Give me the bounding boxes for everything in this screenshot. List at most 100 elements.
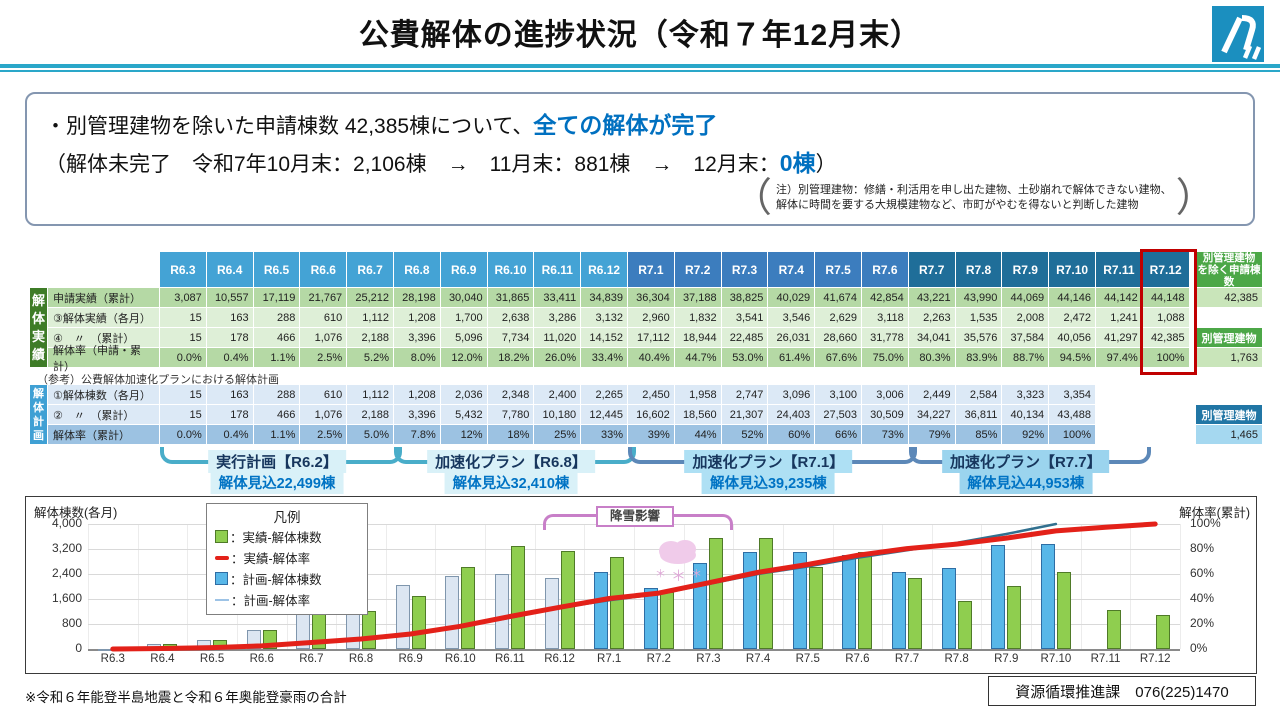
column-header-R6.5: R6.5	[253, 252, 300, 287]
table-cell: 288	[253, 308, 300, 327]
column-header-R6.8: R6.8	[394, 252, 440, 287]
bar-plan-R7.7	[892, 572, 906, 649]
plan-brace-sub-1: 解体見込32,410棟	[444, 471, 578, 494]
bar-actual-R6.11	[510, 546, 525, 649]
side-header-excluded-line2: を除く申請棟数	[1197, 263, 1261, 288]
x-axis-line	[88, 649, 1180, 651]
table-cell: 42,854	[862, 288, 908, 307]
table-cell: 3,118	[862, 308, 908, 327]
v-gridline	[782, 524, 784, 649]
table-cell: 17,119	[253, 288, 300, 307]
column-header-R7.7: R7.7	[908, 252, 955, 287]
table-cell: 41,674	[815, 288, 861, 307]
actual-section-char: 解	[31, 292, 45, 308]
table-cell: 61.4%	[768, 348, 815, 367]
column-header-R6.11: R6.11	[534, 252, 581, 287]
summary-box: ・別管理建物を除いた申請棟数 42,385棟について、全ての解体が完了 （解体未…	[25, 92, 1255, 226]
summary-line2-close: ）	[815, 153, 837, 176]
table-cell: 11,020	[534, 328, 581, 347]
column-header-R7.2: R7.2	[674, 252, 721, 287]
table-cell: 2,188	[347, 405, 393, 424]
table-cell: 30,509	[862, 405, 908, 424]
v-gridline	[882, 524, 884, 649]
x-tick-R7.6: R7.6	[845, 653, 870, 665]
right-axis-tick: 80%	[1190, 541, 1215, 555]
legend-item-label: ：計画-解体率	[231, 594, 311, 608]
table-cell: 3,132	[581, 308, 627, 327]
table-cell: 12%	[440, 425, 487, 444]
table-cell: 2,584	[955, 385, 1002, 404]
legend-item-1: ：実績-解体率	[215, 547, 359, 568]
v-gridline	[832, 524, 834, 649]
plan-section-char: 計	[33, 415, 44, 428]
v-gridline	[137, 524, 139, 649]
table-cell: 25,212	[347, 288, 393, 307]
table-cell: 2,449	[908, 385, 955, 404]
x-tick-R6.12: R6.12	[544, 653, 575, 665]
table-cell: 18.2%	[487, 348, 534, 367]
table-cell: 22,485	[721, 328, 768, 347]
table-cell: 44,148	[1142, 288, 1189, 307]
summary-line1-highlight: 全ての解体が完了	[533, 112, 718, 138]
plan-brace-sub-3: 解体見込44,953棟	[959, 471, 1093, 494]
note-line1: 注）別管理建物：修繕・利活用を申し出た建物、土砂崩れで解体できない建物、	[776, 184, 1172, 196]
side-value-bekkan-plan: 1,465	[1196, 425, 1262, 444]
plan-table-caption: （参考）公費解体加速化プランにおける解体計画	[37, 374, 279, 386]
right-axis-title: 解体率(累計)	[1179, 506, 1250, 520]
table-cell: 2,188	[347, 328, 393, 347]
summary-line2-highlight: 0棟	[779, 150, 816, 176]
bar-actual-R7.9	[1007, 586, 1022, 649]
x-tick-R6.6: R6.6	[249, 653, 274, 665]
table-cell: 3,396	[394, 328, 440, 347]
left-axis-tick: 800	[61, 616, 82, 630]
bar-actual-R7.11	[1106, 610, 1121, 649]
table-cell: 35,576	[955, 328, 1002, 347]
table-cell: 10,180	[534, 405, 581, 424]
title-rule-thin	[0, 70, 1280, 72]
v-gridline	[931, 524, 933, 649]
bar-actual-R7.3	[709, 538, 724, 649]
table-cell: 3,396	[394, 405, 440, 424]
side-value-excluded: 42,385	[1196, 288, 1262, 307]
table-cell: 42,385	[1142, 328, 1189, 347]
column-header-R7.1: R7.1	[628, 252, 674, 287]
column-header-R6.3: R6.3	[160, 252, 206, 287]
table-cell: 40.4%	[628, 348, 674, 367]
legend-item-label: ：実績-解体棟数	[230, 531, 322, 545]
table-cell: 33.4%	[581, 348, 627, 367]
column-header-R7.5: R7.5	[815, 252, 861, 287]
v-gridline	[1080, 524, 1082, 649]
legend-item-0: ：実績-解体棟数	[215, 526, 359, 547]
table-cell: 1,535	[955, 308, 1002, 327]
x-tick-R7.7: R7.7	[894, 653, 920, 665]
table-cell: 79%	[908, 425, 955, 444]
svg-text:＊: ＊	[691, 568, 702, 580]
table-cell: 38,825	[721, 288, 768, 307]
v-gridline	[1180, 524, 1181, 649]
table-cell: 178	[206, 328, 253, 347]
table-cell: 2,008	[1002, 308, 1049, 327]
table-cell: 2,960	[628, 308, 674, 327]
plan-brace-sub-2: 解体見込39,235棟	[701, 471, 835, 494]
table-cell: 1,112	[347, 385, 393, 404]
x-tick-R7.3: R7.3	[696, 653, 721, 665]
table-cell: 3,087	[160, 288, 206, 307]
table-cell: 7,780	[487, 405, 534, 424]
right-axis-tick: 100%	[1190, 516, 1221, 530]
h-gridline	[88, 599, 1180, 600]
line-actual-icon	[215, 555, 229, 560]
table-cell: 40,029	[768, 288, 815, 307]
table-cell: 18,560	[674, 405, 721, 424]
table-cell: 8.0%	[394, 348, 440, 367]
row-label: 申請実績（累計）	[48, 288, 159, 307]
table-cell: 18%	[487, 425, 534, 444]
table-cell: 3,354	[1049, 385, 1095, 404]
table-cell: 3,006	[862, 385, 908, 404]
rate-lines	[110, 521, 1158, 652]
table-cell: 1.1%	[253, 425, 300, 444]
table-cell: 83.9%	[955, 348, 1002, 367]
summary-line1-text: ・別管理建物を除いた申請棟数 42,385棟について、	[45, 115, 534, 138]
bar-plan-R6.10	[445, 575, 460, 649]
legend-item-label: ：実績-解体率	[231, 552, 311, 566]
table-cell: 3,323	[1002, 385, 1049, 404]
